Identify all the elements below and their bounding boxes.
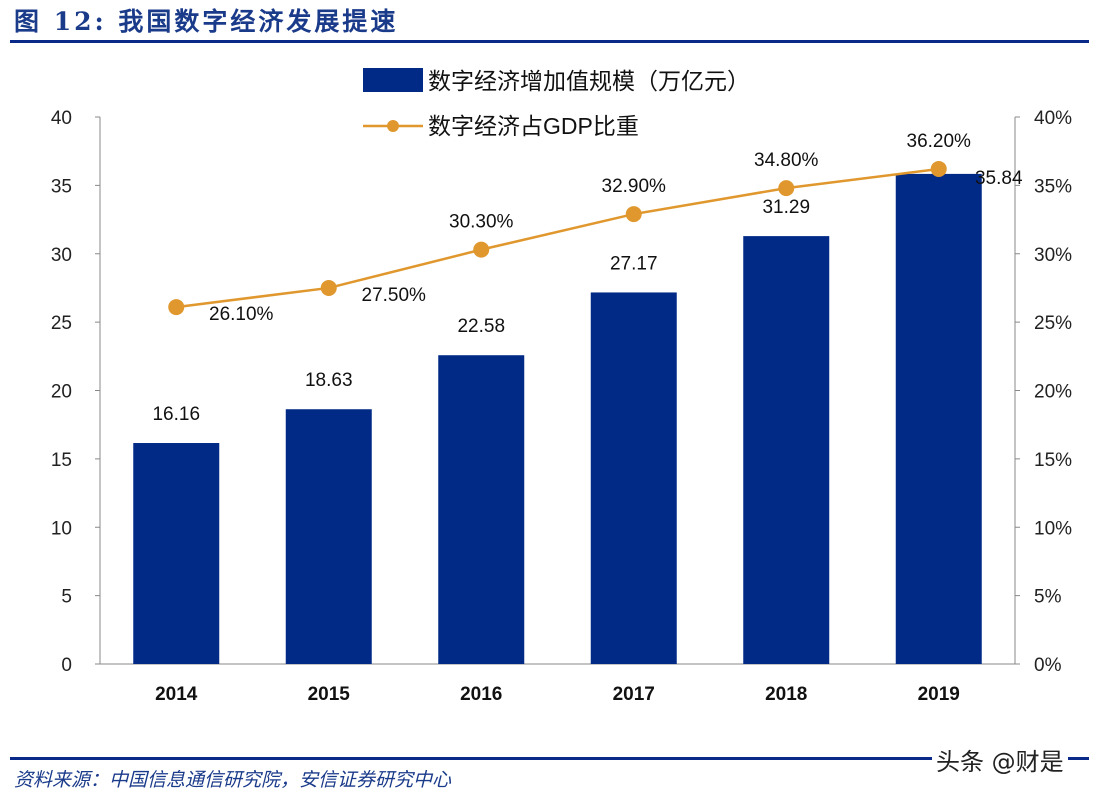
right-tick-label: 25% — [1034, 313, 1072, 334]
x-tick-label: 2018 — [765, 684, 807, 705]
left-tick-label: 10 — [51, 518, 72, 539]
line-point-2015 — [320, 279, 337, 296]
figure-title: 图 12: 我国数字经济发展提速 — [14, 7, 399, 36]
bar-2014 — [133, 443, 220, 664]
left-tick-label: 5 — [61, 587, 72, 608]
watermark: 头条 @财是 — [932, 742, 1068, 777]
line-data-label: 32.90% — [602, 176, 667, 197]
line-series — [176, 167, 939, 309]
title-divider — [10, 40, 1089, 43]
left-tick-label: 15 — [51, 450, 72, 471]
line-data-label: 34.80% — [754, 150, 819, 171]
bar-data-label: 31.29 — [762, 197, 810, 218]
line-data-label: 26.10% — [209, 304, 274, 325]
bar-2018 — [743, 236, 830, 664]
legend-line-label: 数字经济占GDP比重 — [428, 113, 639, 139]
legend-bar-swatch — [363, 68, 423, 92]
bar-2015 — [285, 409, 372, 664]
line-point-2017 — [625, 206, 642, 223]
left-tick-label: 30 — [51, 245, 72, 266]
legend-line-marker — [387, 120, 399, 132]
bar-data-label: 16.16 — [152, 404, 200, 425]
right-tick-label: 20% — [1034, 382, 1072, 403]
x-tick-label: 2014 — [155, 684, 198, 705]
right-tick-label: 30% — [1034, 245, 1072, 266]
right-tick-label: 0% — [1034, 655, 1062, 676]
line-point-2019 — [930, 160, 947, 177]
bar-2019 — [895, 173, 982, 664]
left-tick-label: 35 — [51, 176, 72, 197]
x-tick-label: 2017 — [613, 684, 655, 705]
bar-data-label: 27.17 — [610, 253, 658, 274]
x-tick-label: 2015 — [308, 684, 351, 705]
line-point-2016 — [473, 241, 490, 258]
bar-data-label: 18.63 — [305, 370, 353, 391]
right-tick-label: 35% — [1034, 176, 1072, 197]
left-tick-label: 40 — [51, 108, 72, 129]
bar-2016 — [438, 355, 525, 664]
line-data-label: 27.50% — [362, 285, 427, 306]
right-tick-label: 5% — [1034, 587, 1062, 608]
left-tick-label: 0 — [61, 655, 72, 676]
x-tick-label: 2016 — [460, 684, 502, 705]
bar-data-label: 22.58 — [457, 316, 505, 337]
right-tick-label: 15% — [1034, 450, 1072, 471]
source-note: 资料来源：中国信息通信研究院，安信证券研究中心 — [14, 769, 452, 791]
line-point-2014 — [168, 299, 185, 316]
right-tick-label: 40% — [1034, 108, 1072, 129]
bar-2017 — [590, 292, 677, 664]
line-data-label: 30.30% — [449, 212, 514, 233]
left-tick-label: 25 — [51, 313, 72, 334]
x-tick-label: 2019 — [918, 684, 960, 705]
footer-divider — [10, 757, 1089, 760]
right-tick-label: 10% — [1034, 518, 1072, 539]
bar-data-label: 35.84 — [975, 168, 1023, 189]
left-tick-label: 20 — [51, 382, 72, 403]
line-data-label: 36.20% — [907, 131, 972, 152]
line-point-2018 — [778, 180, 795, 197]
legend-bar-label: 数字经济增加值规模（万亿元） — [428, 68, 750, 94]
